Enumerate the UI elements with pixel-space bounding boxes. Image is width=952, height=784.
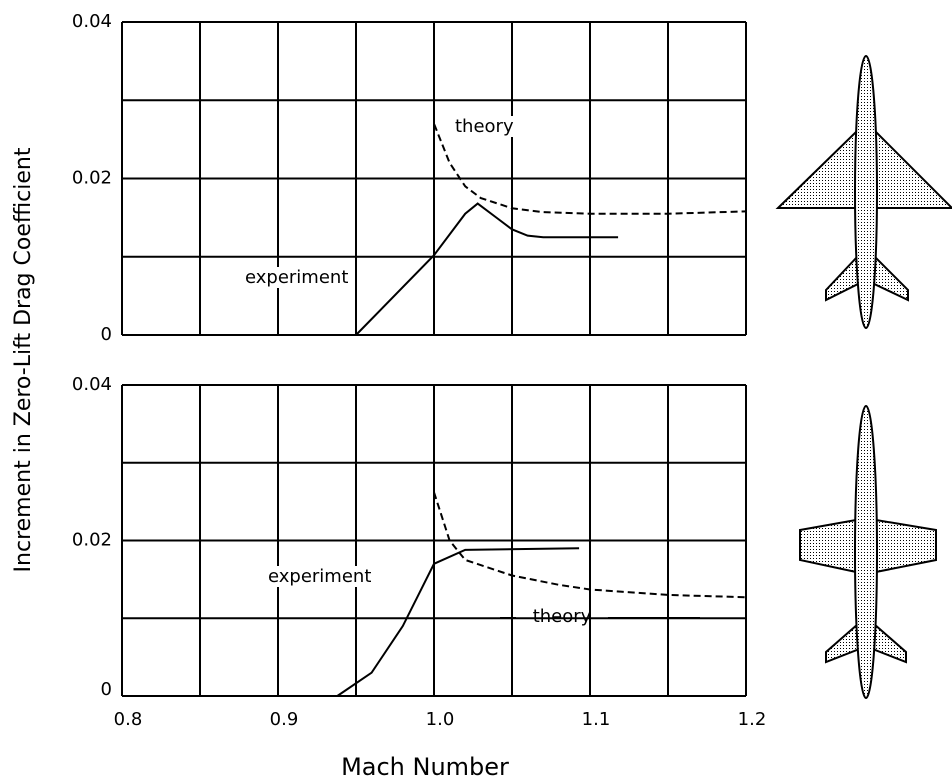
series-label: experiment (245, 267, 348, 288)
y-tick-label: 0 (101, 679, 112, 700)
data-line (336, 547, 580, 697)
label-background (452, 116, 517, 137)
y-tick-label: 0.02 (72, 168, 112, 189)
x-tick-label: 0.9 (270, 709, 299, 730)
series-label: experiment (268, 566, 371, 587)
x-tick-label: 1.2 (738, 709, 767, 730)
data-line (355, 202, 619, 336)
y-tick-label: 0.04 (72, 11, 112, 32)
x-tick-label: 1.1 (582, 709, 611, 730)
data-line (433, 491, 747, 599)
y-tick-label: 0.04 (72, 374, 112, 395)
y-tick-label: 0 (101, 324, 112, 345)
x-axis-label: Mach Number (341, 753, 509, 781)
y-tick-label: 0.02 (72, 530, 112, 551)
data-line (433, 123, 747, 256)
delta-wing-aircraft (775, 55, 952, 329)
straight-wing-aircraft (799, 405, 937, 699)
label-background (265, 566, 375, 587)
series-label: theory (455, 116, 514, 137)
x-tick-label: 1.0 (426, 709, 455, 730)
x-tick-label: 0.8 (114, 709, 143, 730)
series-label: theory (533, 606, 592, 627)
label-background (242, 267, 352, 288)
y-axis-label: Increment in Zero-Lift Drag Coefficient (11, 147, 36, 572)
